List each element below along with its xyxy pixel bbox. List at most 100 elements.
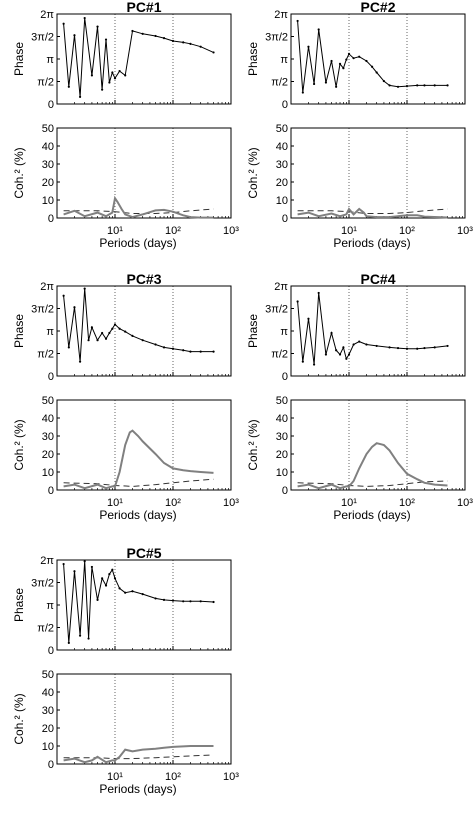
phase-point — [212, 51, 215, 54]
phase-point — [141, 593, 144, 596]
coherence-tick-label: 40 — [276, 141, 288, 153]
x-tick-label: 10¹ — [341, 225, 357, 237]
x-tick-label: 10¹ — [341, 497, 357, 509]
phase-tick-label: 2π — [40, 9, 54, 21]
phase-point — [347, 353, 351, 356]
coherence-tick-label: 40 — [42, 413, 54, 425]
coherence-tick-label: 50 — [276, 123, 288, 135]
coherence-tick-label: 0 — [48, 759, 54, 771]
coherence-tick-label: 30 — [42, 431, 54, 443]
phase-point — [131, 29, 134, 33]
phase-series-line — [63, 561, 214, 643]
panel-title: PC#5 — [126, 545, 161, 561]
phase-point — [335, 349, 338, 352]
phase-point — [182, 600, 185, 603]
phase-point — [405, 84, 409, 88]
coherence-tick-label: 20 — [42, 449, 54, 461]
coherence-tick-label: 50 — [276, 395, 288, 407]
phase-point — [312, 82, 316, 86]
phase-point — [416, 347, 419, 350]
phase-point — [162, 346, 166, 349]
coherence-tick-label: 20 — [42, 177, 54, 189]
phase-point — [307, 45, 310, 48]
phase-point — [396, 85, 400, 88]
coherence-tick-label: 50 — [42, 669, 54, 681]
phase-point — [108, 81, 111, 84]
phase-point — [104, 584, 108, 587]
phase-point — [307, 317, 310, 320]
phase-point — [62, 22, 65, 25]
x-tick-label: 10² — [165, 497, 181, 509]
coherence-tick-label: 10 — [42, 467, 54, 479]
phase-axes-frame — [56, 559, 232, 651]
coherence-tick-label: 50 — [42, 123, 54, 135]
phase-point — [118, 327, 121, 330]
phase-point — [131, 334, 134, 337]
phase-point — [317, 291, 320, 295]
coherence-series-line — [297, 207, 448, 219]
phase-axis-label: Phase — [12, 42, 26, 76]
phase-point — [154, 597, 157, 600]
x-tick-label: 10¹ — [107, 771, 123, 783]
coherence-tick-label: 40 — [42, 687, 54, 699]
coherence-tick-label: 30 — [276, 159, 288, 171]
panel-pc4: PC#4 0 π/2 π 3π/2 2π 0 10 20 30 40 50 10¹ 10² 10³ Perio… — [246, 271, 473, 522]
phase-point — [317, 28, 320, 31]
phase-point — [312, 363, 316, 366]
phase-point — [416, 84, 419, 87]
phase-tick-label: π — [46, 54, 54, 66]
phase-point — [73, 570, 76, 573]
x-axis-label: Periods (days) — [99, 508, 176, 522]
phase-point — [388, 346, 391, 349]
phase-point — [433, 84, 436, 87]
phase-point — [104, 38, 108, 41]
phase-point — [296, 300, 299, 303]
phase-point — [324, 353, 328, 356]
phase-point — [171, 599, 175, 602]
coherence-tick-label: 0 — [48, 485, 54, 497]
phase-point — [301, 360, 304, 363]
panel-title: PC#3 — [126, 271, 161, 287]
phase-point — [335, 85, 338, 88]
panel-title: PC#2 — [360, 0, 395, 15]
phase-point — [423, 346, 426, 350]
phase-point — [212, 600, 215, 604]
phase-point — [101, 331, 104, 335]
coherence-tick-label: 20 — [42, 723, 54, 735]
phase-point — [83, 560, 86, 563]
phase-point — [330, 59, 333, 63]
x-tick-label: 10³ — [457, 225, 473, 237]
phase-point — [101, 88, 104, 91]
phase-tick-label: 3π/2 — [265, 32, 288, 44]
phase-point — [131, 590, 134, 593]
panel-pc5: PC#5 0 π/2 π 3π/2 2π 0 10 20 30 40 50 10¹ 10² 10³ Perio… — [12, 545, 239, 796]
phase-point — [118, 69, 121, 73]
phase-tick-label: 0 — [48, 99, 54, 111]
phase-point — [162, 598, 166, 601]
coherence-tick-label: 40 — [276, 413, 288, 425]
coherence-tick-label: 0 — [48, 213, 54, 225]
phase-point — [96, 25, 99, 28]
phase-axis-label: Phase — [246, 42, 260, 76]
phase-point — [83, 16, 86, 20]
phase-point — [113, 323, 117, 326]
coherence-tick-label: 10 — [276, 195, 288, 207]
x-axis-label: Periods (days) — [333, 236, 410, 250]
phase-point — [67, 641, 70, 644]
panel-title: PC#4 — [360, 271, 395, 287]
phase-point — [446, 84, 449, 87]
coherence-axes-frame — [290, 127, 466, 219]
phase-tick-label: π/2 — [37, 77, 54, 89]
phase-point — [338, 353, 342, 356]
phase-point — [347, 52, 351, 55]
phase-tick-label: 3π/2 — [31, 578, 54, 590]
phase-point — [352, 343, 355, 346]
x-tick-label: 10² — [165, 225, 181, 237]
coherence-axis-label: Coh.² (%) — [12, 693, 26, 744]
coherence-axes-frame — [56, 399, 232, 491]
phase-point — [96, 598, 99, 601]
phase-point — [87, 637, 90, 640]
phase-point — [90, 565, 94, 569]
coherence-tick-label: 0 — [282, 485, 288, 497]
